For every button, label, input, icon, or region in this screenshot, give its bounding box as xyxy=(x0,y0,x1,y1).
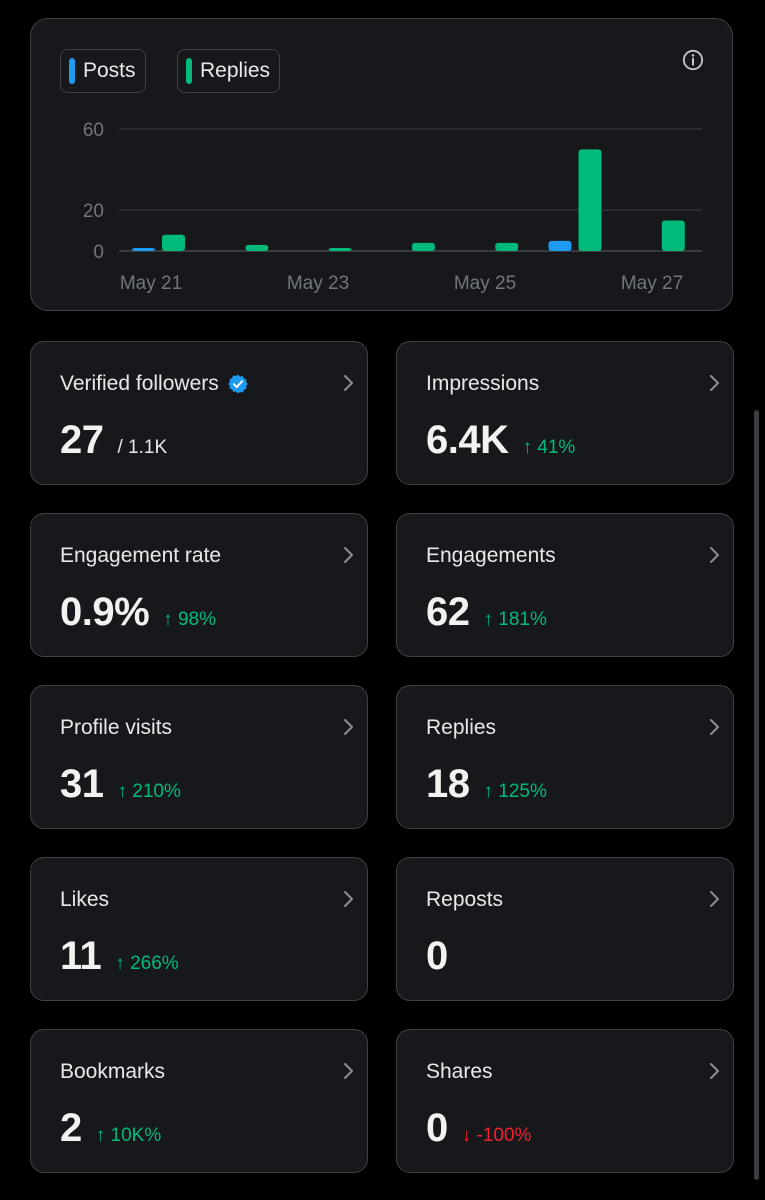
y-tick-label: 0 xyxy=(93,242,104,263)
stat-label: Impressions xyxy=(426,372,540,395)
stat-card-engagements[interactable]: Engagements 62 ↑ 181% xyxy=(396,513,734,657)
chevron-right-icon[interactable] xyxy=(342,1062,354,1080)
stat-label: Shares xyxy=(426,1060,493,1083)
stat-value: 6.4K xyxy=(426,418,509,462)
stat-label: Replies xyxy=(426,716,497,739)
stat-change-up: ↑ 125% xyxy=(483,781,547,802)
replies-bar[interactable] xyxy=(495,242,519,251)
stat-label: Likes xyxy=(60,888,110,911)
replies-bar[interactable] xyxy=(245,244,269,251)
stat-value-row: 0.9% ↑ 98% xyxy=(60,590,216,635)
replies-bar[interactable] xyxy=(661,220,685,252)
stat-label-row: Impressions xyxy=(426,372,539,396)
stat-value-row: 0 xyxy=(426,934,448,979)
stat-label: Engagements xyxy=(426,544,556,567)
stat-card-likes[interactable]: Likes 11 ↑ 266% xyxy=(30,857,368,1001)
stat-card-shares[interactable]: Shares 0 ↓ -100% xyxy=(396,1029,734,1173)
stat-change-up: ↑ 10K% xyxy=(95,1125,162,1146)
stat-change-up: ↑ 210% xyxy=(117,781,181,802)
stat-card-profile-visits[interactable]: Profile visits 31 ↑ 210% xyxy=(30,685,368,829)
stat-value-row: 0 ↓ -100% xyxy=(426,1106,531,1151)
stat-value: 11 xyxy=(60,934,102,978)
stat-value: 0 xyxy=(426,1106,448,1150)
stat-label-row: Verified followers xyxy=(60,372,248,396)
replies-bar[interactable] xyxy=(411,242,435,251)
chevron-right-icon[interactable] xyxy=(708,890,720,908)
stat-card-impressions[interactable]: Impressions 6.4K ↑ 41% xyxy=(396,341,734,485)
stat-value: 0 xyxy=(426,934,448,978)
stat-value-row: 6.4K ↑ 41% xyxy=(426,418,575,463)
posts-bar[interactable] xyxy=(132,248,155,251)
replies-bar[interactable] xyxy=(328,248,352,251)
stat-label: Reposts xyxy=(426,888,504,911)
stat-total: / 1.1K xyxy=(117,437,168,458)
chevron-right-icon[interactable] xyxy=(342,374,354,392)
stat-label-row: Likes xyxy=(60,888,109,912)
stat-label-row: Reposts xyxy=(426,888,503,912)
stat-value-row: 18 ↑ 125% xyxy=(426,762,547,807)
stat-value: 27 xyxy=(60,418,104,462)
stat-value-row: 27 / 1.1K xyxy=(60,418,167,463)
legend-replies-label: Replies xyxy=(200,59,271,82)
chevron-right-icon[interactable] xyxy=(342,718,354,736)
stat-value-row: 2 ↑ 10K% xyxy=(60,1106,161,1151)
x-tick-label: May 23 xyxy=(287,273,349,294)
posts-swatch xyxy=(69,58,75,84)
x-tick-label: May 27 xyxy=(621,273,683,294)
stat-change-up: ↑ 41% xyxy=(522,437,576,458)
stat-card-engagement-rate[interactable]: Engagement rate 0.9% ↑ 98% xyxy=(30,513,368,657)
stat-change-down: ↓ -100% xyxy=(461,1125,532,1146)
stat-value: 31 xyxy=(60,762,104,806)
legend-replies-toggle[interactable]: Replies xyxy=(177,49,281,93)
stat-value-row: 31 ↑ 210% xyxy=(60,762,181,807)
stat-label: Verified followers xyxy=(60,372,219,395)
replies-bar[interactable] xyxy=(162,234,185,251)
stat-label: Profile visits xyxy=(60,716,173,739)
verified-badge-icon xyxy=(227,374,248,394)
stat-change-up: ↑ 181% xyxy=(483,609,547,630)
replies-swatch xyxy=(186,58,192,84)
legend-posts-toggle[interactable]: Posts xyxy=(60,49,146,93)
info-icon[interactable] xyxy=(682,49,704,71)
activity-chart-card: Posts Replies 0 20 60 May 21 May 23 May 25 May… xyxy=(30,18,733,311)
scrollbar-thumb[interactable] xyxy=(754,410,759,1180)
stat-label-row: Bookmarks xyxy=(60,1060,165,1084)
chevron-right-icon[interactable] xyxy=(708,1062,720,1080)
chevron-right-icon[interactable] xyxy=(708,374,720,392)
stat-value-row: 11 ↑ 266% xyxy=(60,934,179,979)
stat-value-row: 62 ↑ 181% xyxy=(426,590,547,635)
posts-bar[interactable] xyxy=(548,240,572,251)
legend-posts-label: Posts xyxy=(83,59,136,82)
chevron-right-icon[interactable] xyxy=(708,718,720,736)
y-tick-label: 60 xyxy=(83,120,104,141)
stat-label-row: Engagement rate xyxy=(60,544,221,568)
chevron-right-icon[interactable] xyxy=(342,890,354,908)
stat-label-row: Replies xyxy=(426,716,496,740)
stat-label: Engagement rate xyxy=(60,544,222,567)
x-tick-label: May 25 xyxy=(454,273,516,294)
stat-label-row: Shares xyxy=(426,1060,493,1084)
chevron-right-icon[interactable] xyxy=(708,546,720,564)
stat-label-row: Profile visits xyxy=(60,716,172,740)
stat-card-replies[interactable]: Replies 18 ↑ 125% xyxy=(396,685,734,829)
stat-change-up: ↑ 266% xyxy=(115,953,179,974)
stat-card-verified-followers[interactable]: Verified followers 27 / 1.1K xyxy=(30,341,368,485)
stat-value: 2 xyxy=(60,1106,82,1150)
stat-value: 62 xyxy=(426,590,470,634)
x-tick-label: May 21 xyxy=(120,273,182,294)
stat-card-bookmarks[interactable]: Bookmarks 2 ↑ 10K% xyxy=(30,1029,368,1173)
stat-card-reposts[interactable]: Reposts 0 xyxy=(396,857,734,1001)
chevron-right-icon[interactable] xyxy=(342,546,354,564)
stat-value: 18 xyxy=(426,762,470,806)
y-tick-label: 20 xyxy=(83,201,104,222)
bar-chart: 0 20 60 May 21 May 23 May 25 May 27 xyxy=(83,120,702,294)
stat-label-row: Engagements xyxy=(426,544,556,568)
stat-change-up: ↑ 98% xyxy=(163,609,216,630)
stat-label: Bookmarks xyxy=(60,1060,166,1083)
stat-value: 0.9% xyxy=(60,590,150,634)
replies-bar[interactable] xyxy=(578,149,602,251)
